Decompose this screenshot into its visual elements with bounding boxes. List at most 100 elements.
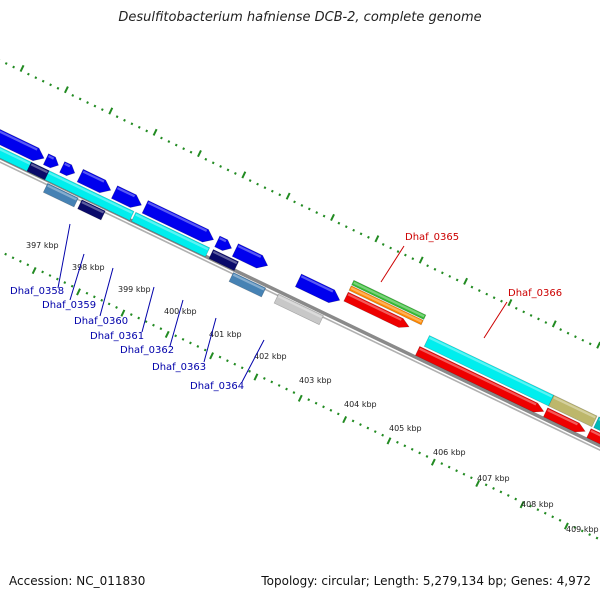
tick-mark [196, 345, 200, 348]
tick-mark [160, 136, 163, 140]
tick-mark [270, 380, 274, 384]
feature-highlight [30, 163, 48, 174]
tick-mark [164, 330, 170, 339]
feature-navy[interactable] [26, 161, 50, 181]
feature-highlight [0, 130, 38, 151]
feature-teal[interactable] [593, 416, 600, 463]
tick-label: 403 kbp [299, 376, 332, 385]
tick-mark [519, 501, 525, 509]
tick-label: 407 kbp [477, 474, 510, 483]
tick-mark [256, 182, 259, 186]
tick-mark [240, 366, 244, 370]
tick-mark [86, 101, 89, 104]
tick-mark [293, 200, 296, 204]
tick-mark [342, 416, 348, 424]
tick-mark [440, 271, 444, 275]
feature-highlight [219, 237, 227, 243]
tick-mark [92, 295, 96, 299]
tick-mark [4, 252, 8, 256]
feature-khaki[interactable] [548, 394, 598, 428]
tick-mark [440, 462, 444, 465]
gene-feature-dhaf-0359[interactable] [42, 153, 59, 169]
gene-label[interactable]: Dhaf_0366 [508, 288, 562, 299]
feature-navy[interactable] [77, 199, 106, 221]
tick-label: 400 kbp [164, 307, 197, 316]
tick-mark [507, 299, 513, 307]
gene-feature-dhaf-0364b[interactable] [294, 273, 341, 304]
feature-red[interactable] [343, 291, 410, 328]
gene-label[interactable]: Dhaf_0359 [42, 300, 96, 311]
tick-mark [463, 277, 469, 285]
feature-red[interactable] [586, 428, 600, 482]
tick-mark [209, 352, 214, 360]
gene-feature-dhaf-0363[interactable] [141, 200, 215, 243]
tick-mark [529, 313, 533, 317]
gene-feature-dhaf-0358[interactable] [0, 115, 45, 162]
feature-highlight [353, 281, 425, 318]
tick-mark [159, 327, 163, 331]
tick-mark [366, 426, 370, 430]
gene-feature-dhaf-0362[interactable] [110, 185, 142, 208]
tick-mark [469, 476, 473, 480]
tick-mark [455, 469, 458, 473]
gene-label[interactable]: Dhaf_0364 [190, 381, 244, 392]
tick-mark [41, 79, 45, 83]
gene-label[interactable]: Dhaf_0365 [405, 232, 459, 243]
tick-mark [329, 408, 333, 412]
gene-feature-dhaf-0365[interactable] [351, 279, 427, 320]
tick-mark [330, 213, 335, 222]
gene-feature-dhaf-0364[interactable] [231, 243, 269, 269]
tick-mark [558, 518, 562, 522]
tick-mark [404, 253, 407, 257]
tick-mark [34, 76, 38, 80]
tick-label: 397 kbp [26, 241, 59, 250]
tick-mark [359, 232, 363, 236]
tick-mark [588, 342, 592, 346]
feature-highlight [135, 213, 209, 251]
feature-red[interactable] [415, 345, 545, 413]
tick-mark [447, 465, 451, 469]
tick-mark [12, 65, 15, 69]
leader-line [241, 339, 265, 383]
gene-label[interactable]: Dhaf_0361 [90, 331, 144, 342]
gene-feature-dhaf-0363b[interactable] [214, 235, 233, 251]
feature-highlight [47, 184, 77, 201]
gene-label[interactable]: Dhaf_0360 [74, 316, 128, 327]
feature-steel[interactable] [228, 272, 267, 298]
inner-tick-ring [4, 252, 599, 540]
gene-feature-dhaf-0360[interactable] [59, 161, 76, 177]
tick-mark [381, 243, 385, 246]
tick-labels: 397 kbp 398 kbp 399 kbp 400 kbp 401 kbp 402 k… [26, 241, 599, 534]
tick-mark [544, 321, 548, 324]
gene-label[interactable]: Dhaf_0362 [120, 345, 174, 356]
tick-mark [389, 246, 393, 250]
outer-tick-ring [0, 59, 600, 349]
gene-label[interactable]: Dhaf_0358 [10, 286, 64, 297]
feature-steel[interactable] [42, 182, 79, 208]
feature-highlight [300, 275, 334, 293]
rna-feature[interactable] [131, 211, 211, 258]
tick-mark [337, 221, 341, 225]
tick-mark [226, 359, 229, 363]
tick-mark [107, 302, 111, 306]
tick-mark [85, 291, 89, 295]
gene-feature-dhaf-0361[interactable] [76, 168, 112, 194]
feature-orange[interactable] [348, 285, 424, 326]
gene-label[interactable]: Dhaf_0363 [152, 362, 206, 373]
tick-mark [403, 444, 407, 448]
leader-line [57, 223, 71, 289]
tick-mark [381, 433, 385, 437]
tick-label: 404 kbp [344, 400, 377, 409]
feature-highlight [428, 336, 553, 398]
tick-mark [514, 306, 518, 310]
tick-mark [100, 298, 104, 302]
feature-navy[interactable] [208, 249, 240, 271]
feature-grey[interactable] [273, 293, 324, 326]
feature-red[interactable] [543, 407, 586, 433]
tick-mark [63, 86, 69, 94]
tick-mark [359, 423, 362, 426]
tick-mark [455, 278, 459, 282]
tick-mark [485, 292, 489, 296]
tick-mark [307, 207, 311, 211]
